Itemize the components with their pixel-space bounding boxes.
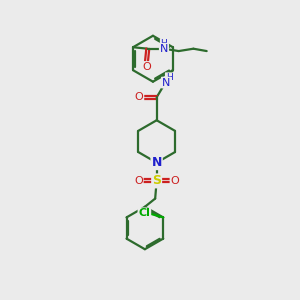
Text: H: H <box>160 39 167 48</box>
Text: O: O <box>134 176 143 186</box>
Text: O: O <box>170 176 179 186</box>
Text: N: N <box>160 44 168 54</box>
Text: H: H <box>166 73 172 82</box>
Text: O: O <box>135 92 143 102</box>
Text: Cl: Cl <box>138 208 150 218</box>
Text: S: S <box>152 174 161 188</box>
Text: N: N <box>162 78 170 88</box>
Text: O: O <box>142 62 151 72</box>
Text: N: N <box>152 156 162 169</box>
